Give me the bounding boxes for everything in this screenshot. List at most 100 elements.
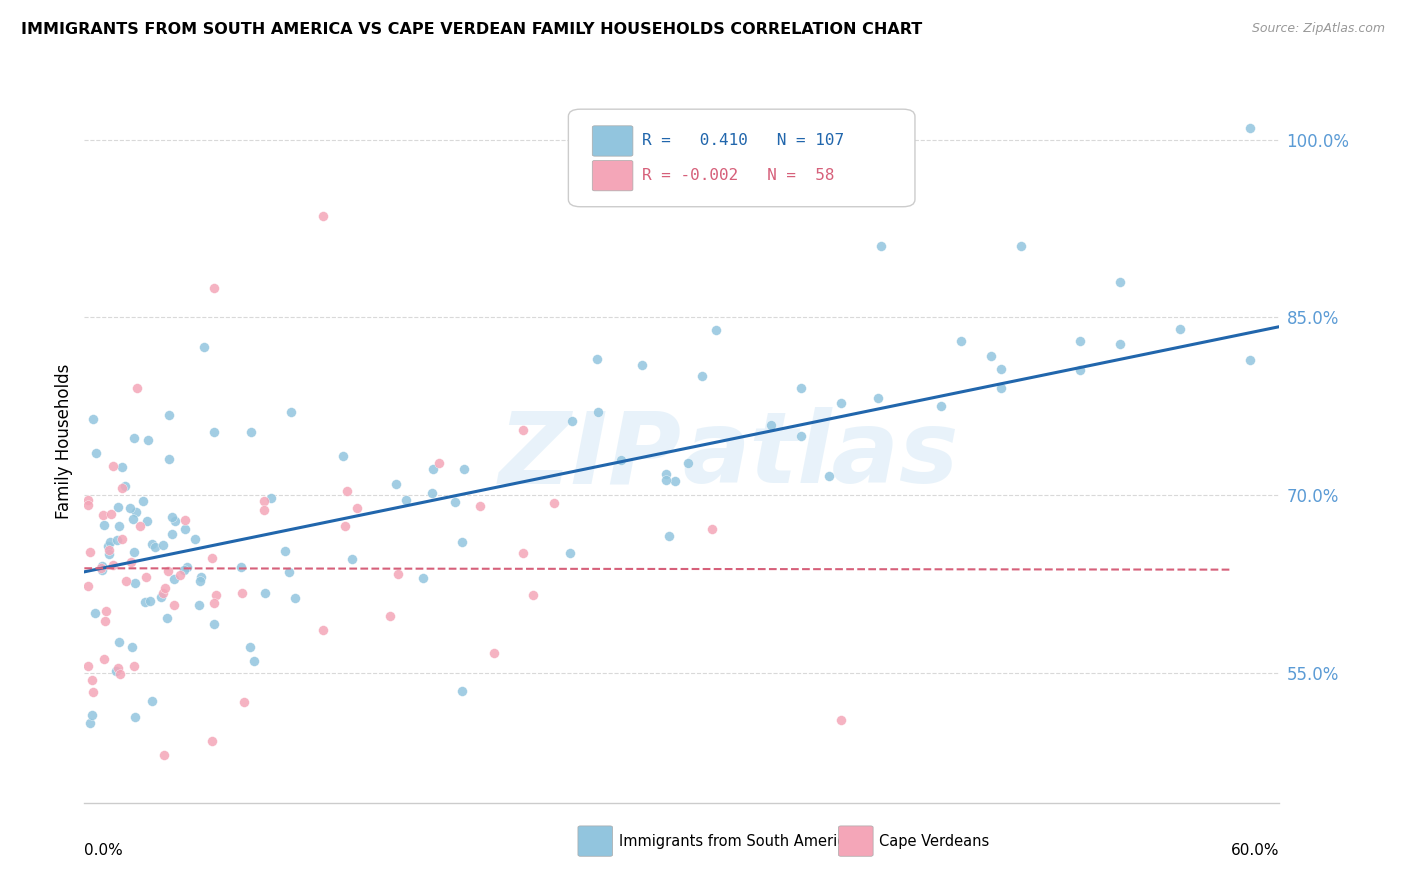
Point (278, 565, 301, 579)
FancyBboxPatch shape (592, 161, 633, 191)
Point (135, 570, 157, 584)
Point (704, 323, 727, 337)
Point (412, 571, 434, 585)
Point (231, 560, 253, 574)
Point (395, 492, 418, 507)
FancyBboxPatch shape (838, 826, 873, 856)
Point (173, 563, 195, 577)
Point (93, 518, 115, 533)
Point (139, 593, 162, 607)
Point (929, 399, 952, 413)
Point (91, 563, 114, 577)
Point (108, 519, 131, 533)
Point (260, 491, 283, 506)
Point (98, 534, 121, 549)
FancyBboxPatch shape (578, 826, 613, 856)
Point (118, 500, 141, 515)
Point (94, 604, 117, 618)
Point (153, 582, 176, 596)
Text: ZIP: ZIP (499, 408, 682, 505)
Point (468, 499, 491, 513)
Point (122, 659, 145, 673)
Point (378, 608, 401, 623)
Point (759, 418, 782, 433)
Point (127, 381, 149, 395)
Point (90, 558, 112, 573)
Point (84, 606, 107, 620)
Point (114, 478, 136, 492)
Point (512, 423, 534, 437)
Point (115, 574, 138, 589)
Point (239, 640, 262, 654)
Point (153, 748, 176, 763)
Point (202, 280, 225, 294)
Point (990, 361, 1012, 376)
Point (79, 716, 101, 731)
Point (124, 710, 146, 724)
Point (163, 514, 186, 528)
Point (101, 458, 124, 473)
Point (451, 684, 474, 698)
Point (141, 694, 163, 708)
Point (588, 405, 610, 419)
Point (121, 512, 143, 526)
Point (450, 534, 472, 549)
Point (176, 560, 198, 574)
Point (658, 529, 681, 543)
Point (143, 541, 166, 555)
Point (274, 544, 297, 558)
Point (79, 544, 101, 558)
Point (82, 684, 104, 698)
Point (346, 500, 368, 515)
Point (160, 510, 183, 524)
Text: IMMIGRANTS FROM SOUTH AMERICA VS CAPE VERDEAN FAMILY HOUSEHOLDS CORRELATION CHAR: IMMIGRANTS FROM SOUTH AMERICA VS CAPE VE… (21, 22, 922, 37)
FancyBboxPatch shape (568, 109, 915, 207)
Point (163, 572, 186, 586)
Y-axis label: Family Households: Family Households (55, 364, 73, 519)
FancyBboxPatch shape (592, 126, 633, 156)
Text: R = -0.002   N =  58: R = -0.002 N = 58 (643, 169, 835, 183)
Point (790, 381, 813, 395)
Point (631, 358, 654, 372)
Text: 0.0%: 0.0% (84, 843, 124, 857)
Point (512, 546, 534, 560)
Point (422, 462, 444, 476)
Text: atlas: atlas (682, 408, 959, 505)
Point (1069, 363, 1091, 377)
Point (122, 431, 145, 445)
Point (233, 695, 256, 709)
Point (152, 538, 174, 552)
Point (980, 349, 1002, 363)
Point (560, 546, 582, 560)
Point (610, 453, 633, 467)
Point (949, 334, 972, 348)
Point (101, 558, 124, 572)
Point (105, 533, 128, 547)
Point (1239, 353, 1261, 368)
Text: Source: ZipAtlas.com: Source: ZipAtlas.com (1251, 22, 1385, 36)
Point (163, 599, 186, 613)
Point (482, 647, 505, 661)
Point (1239, 120, 1261, 135)
Point (1010, 239, 1032, 253)
Point (336, 483, 359, 498)
Point (690, 369, 713, 384)
Point (91, 508, 114, 522)
Point (561, 413, 583, 427)
Point (97, 539, 120, 553)
Point (312, 210, 335, 224)
Point (202, 616, 225, 631)
Point (655, 473, 678, 487)
Point (107, 500, 129, 515)
Point (253, 502, 276, 516)
Point (664, 474, 686, 488)
Point (204, 588, 226, 602)
Text: 60.0%: 60.0% (1232, 843, 1279, 857)
Point (77, 498, 100, 512)
Point (77, 492, 100, 507)
Point (866, 391, 889, 405)
Point (1109, 337, 1132, 351)
Point (93, 651, 115, 665)
Point (870, 239, 893, 253)
Point (830, 396, 852, 410)
